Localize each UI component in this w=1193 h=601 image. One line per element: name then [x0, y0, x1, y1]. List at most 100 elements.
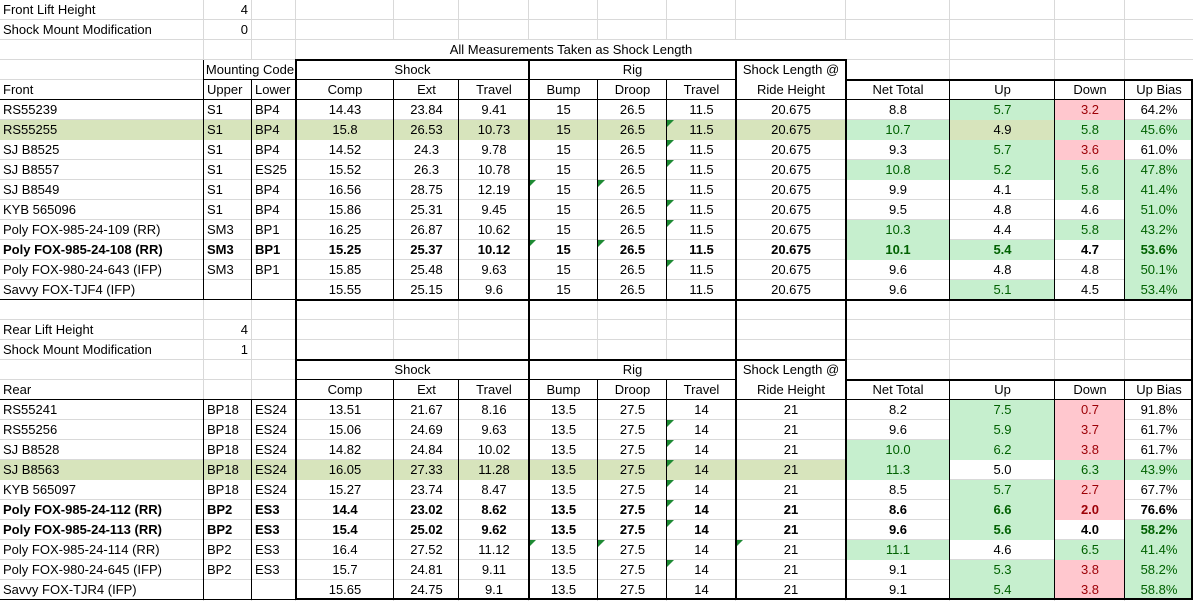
front-header-down[interactable]: Down	[1073, 82, 1107, 97]
rear-row-5-droop-cell[interactable]: 27.5	[619, 482, 646, 497]
front-row-7-ride_height-cell[interactable]: 20.675	[771, 222, 811, 237]
rear-row-8-upper-cell[interactable]: BP2	[207, 542, 232, 557]
rear-row-3-droop-cell[interactable]: 27.5	[619, 442, 646, 457]
front-row-10-rig_travel-cell[interactable]: 11.5	[689, 282, 714, 297]
rear-row-3-down-cell[interactable]: 3.8	[1055, 440, 1125, 460]
rear-row-1-lower-cell[interactable]: ES24	[255, 402, 287, 417]
rear-row-1-bias-cell[interactable]: 91.8%	[1140, 402, 1178, 417]
front-row-9-up-cell[interactable]: 4.8	[993, 262, 1012, 277]
front-row-4-comp-cell[interactable]: 15.52	[328, 162, 362, 177]
rear-row-8-droop-cell[interactable]: 27.5	[598, 540, 667, 560]
front-row-9-bump-cell[interactable]: 15	[556, 262, 571, 277]
front-row-5-ride_height-cell[interactable]: 20.675	[771, 182, 811, 197]
rear-row-10-bump-cell[interactable]: 13.5	[550, 582, 577, 597]
front-row-4-travel-cell[interactable]: 10.78	[477, 162, 511, 177]
rear-row-2-lower-cell[interactable]: ES24	[255, 422, 287, 437]
rear-row-6-droop-cell[interactable]: 27.5	[619, 502, 646, 517]
rear-row-2-ext-cell[interactable]: 24.69	[410, 422, 443, 437]
front-header-lower[interactable]: Lower	[255, 82, 291, 97]
front-row-4-bias-cell[interactable]: 47.8%	[1125, 160, 1193, 180]
front-row-5-up-cell[interactable]: 4.1	[993, 182, 1012, 197]
rear-header-bump[interactable]: Bump	[546, 382, 581, 397]
rear-row-3-comp-cell[interactable]: 14.82	[328, 442, 362, 457]
front-lift-height-label[interactable]: Front Lift Height	[3, 2, 96, 17]
front-row-1-comp-cell[interactable]: 14.43	[328, 102, 362, 117]
rear-row-3-upper-cell[interactable]: BP18	[207, 442, 239, 457]
front-row-3-rig_travel-cell[interactable]: 11.5	[667, 140, 736, 160]
front-row-3-ext-cell[interactable]: 24.3	[413, 142, 440, 157]
front-row-7-comp-cell[interactable]: 16.25	[328, 222, 362, 237]
front-row-7-travel-cell[interactable]: 10.62	[477, 222, 511, 237]
front-row-5-name-cell[interactable]: SJ B8549	[3, 182, 60, 197]
rear-row-4-droop-cell[interactable]: 27.5	[598, 460, 667, 480]
rear-header-net-total[interactable]: Net Total	[872, 382, 924, 397]
rear-row-6-travel-cell[interactable]: 8.62	[481, 502, 507, 517]
rear-row-1-rig_travel-cell[interactable]: 14	[694, 402, 709, 417]
front-row-1-rig_travel-cell[interactable]: 11.5	[689, 102, 714, 117]
rear-row-2-bump-cell[interactable]: 13.5	[550, 422, 577, 437]
front-row-10-down-cell[interactable]: 4.5	[1080, 282, 1100, 297]
rear-row-4-bump-cell[interactable]: 13.5	[529, 460, 598, 480]
front-row-8-comp-cell[interactable]: 15.25	[328, 242, 362, 257]
front-row-1-lower-cell[interactable]: BP4	[255, 102, 280, 117]
rear-row-10-travel-cell[interactable]: 9.1	[484, 582, 504, 597]
front-row-9-ride_height-cell[interactable]: 20.675	[771, 262, 811, 277]
front-row-9-droop-cell[interactable]: 26.5	[619, 262, 646, 277]
front-row-10-droop-cell[interactable]: 26.5	[619, 282, 646, 297]
rear-row-9-ride_height-cell[interactable]: 21	[783, 562, 799, 577]
rear-row-2-droop-cell[interactable]: 27.5	[619, 422, 646, 437]
front-group-shock-length[interactable]: Shock Length @ Ride Height	[736, 60, 846, 100]
front-row-6-net-cell[interactable]: 9.5	[888, 202, 908, 217]
front-row-5-rig_travel-cell[interactable]: 11.5	[689, 182, 714, 197]
front-shock-mount-mod-label[interactable]: Shock Mount Modification	[3, 22, 152, 37]
rear-row-8-rig_travel-cell[interactable]: 14	[694, 542, 709, 557]
front-row-8-ext-cell[interactable]: 25.37	[410, 242, 443, 257]
rear-row-8-down-cell[interactable]: 6.5	[1055, 540, 1125, 560]
rear-row-9-down-cell[interactable]: 3.8	[1055, 560, 1125, 580]
front-row-2-ride_height-cell[interactable]: 20.675	[736, 120, 846, 140]
rear-row-8-net-cell[interactable]: 11.1	[846, 540, 950, 560]
front-row-2-down-cell[interactable]: 5.8	[1055, 120, 1125, 140]
front-row-8-ride_height-cell[interactable]: 20.675	[771, 242, 811, 257]
front-row-1-down-cell[interactable]: 3.2	[1055, 100, 1125, 120]
front-row-5-net-cell[interactable]: 9.9	[888, 182, 908, 197]
front-row-10-bump-cell[interactable]: 15	[556, 282, 571, 297]
front-row-6-travel-cell[interactable]: 9.45	[481, 202, 507, 217]
front-row-7-down-cell[interactable]: 5.8	[1055, 220, 1125, 240]
front-row-4-upper-cell[interactable]: S1	[207, 162, 223, 177]
front-row-4-net-cell[interactable]: 10.8	[846, 160, 950, 180]
rear-shock-mount-mod-value[interactable]: 1	[240, 342, 248, 357]
front-row-10-travel-cell[interactable]: 9.6	[484, 282, 504, 297]
rear-row-10-up-cell[interactable]: 5.4	[950, 580, 1055, 600]
rear-row-1-bump-cell[interactable]: 13.5	[550, 402, 577, 417]
front-row-9-lower-cell[interactable]: BP1	[255, 262, 280, 277]
rear-row-4-travel-cell[interactable]: 11.28	[459, 460, 529, 480]
rear-row-1-up-cell[interactable]: 7.5	[950, 400, 1055, 420]
rear-row-5-bump-cell[interactable]: 13.5	[550, 482, 577, 497]
rear-row-4-name-cell[interactable]: SJ B8563	[0, 460, 204, 480]
rear-header-up[interactable]: Up	[994, 382, 1011, 397]
rear-row-1-net-cell[interactable]: 8.2	[888, 402, 908, 417]
front-row-2-bump-cell[interactable]: 15	[529, 120, 598, 140]
front-row-4-ride_height-cell[interactable]: 20.675	[771, 162, 811, 177]
front-row-2-rig_travel-cell[interactable]: 11.5	[667, 120, 736, 140]
rear-row-7-up-cell[interactable]: 5.6	[950, 520, 1055, 540]
rear-header-comp[interactable]: Comp	[327, 382, 363, 397]
front-row-7-up-cell[interactable]: 4.4	[993, 222, 1012, 237]
front-row-4-droop-cell[interactable]: 26.5	[619, 162, 646, 177]
front-row-10-ext-cell[interactable]: 25.15	[410, 282, 443, 297]
front-row-8-rig_travel-cell[interactable]: 11.5	[689, 242, 714, 257]
front-row-5-down-cell[interactable]: 5.8	[1055, 180, 1125, 200]
front-row-1-bump-cell[interactable]: 15	[556, 102, 571, 117]
front-row-9-down-cell[interactable]: 4.8	[1080, 262, 1100, 277]
rear-row-3-travel-cell[interactable]: 10.02	[477, 442, 511, 457]
rear-row-2-up-cell[interactable]: 5.9	[950, 420, 1055, 440]
front-row-3-up-cell[interactable]: 5.7	[950, 140, 1055, 160]
front-row-9-upper-cell[interactable]: SM3	[207, 262, 234, 277]
front-row-1-ext-cell[interactable]: 23.84	[410, 102, 443, 117]
front-row-2-name-cell[interactable]: RS55255	[0, 120, 204, 140]
rear-row-5-ride_height-cell[interactable]: 21	[783, 482, 799, 497]
rear-row-2-down-cell[interactable]: 3.7	[1055, 420, 1125, 440]
front-row-3-lower-cell[interactable]: BP4	[255, 142, 280, 157]
front-row-6-comp-cell[interactable]: 15.86	[328, 202, 362, 217]
